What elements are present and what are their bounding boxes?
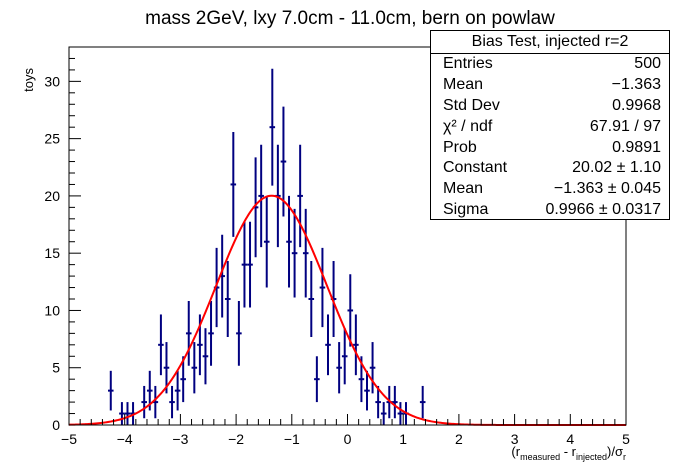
x-axis-label: (rmeasured - rinjected)/σr xyxy=(511,444,626,462)
x-tick-label: 0 xyxy=(344,431,352,447)
y-tick-label: 15 xyxy=(44,245,60,261)
data-point xyxy=(247,221,253,308)
data-point xyxy=(347,274,354,347)
data-point xyxy=(185,300,192,366)
stat-label: Sigma xyxy=(443,201,489,219)
stats-row-mean: Mean −1.363 xyxy=(431,75,669,96)
data-point xyxy=(107,370,114,411)
data-point xyxy=(241,221,248,308)
y-axis-label: toys xyxy=(21,68,36,92)
x-tick-label: −1 xyxy=(284,431,300,447)
y-tick-label: 20 xyxy=(44,188,60,204)
stat-value: −1.363 ± 0.045 xyxy=(553,180,661,198)
x-tick-label: −5 xyxy=(61,431,77,447)
data-point xyxy=(191,342,198,394)
data-point xyxy=(258,144,264,248)
data-point xyxy=(341,328,348,385)
data-point xyxy=(353,314,359,376)
data-point xyxy=(319,247,326,328)
stat-value: 0.9966 ± 0.0317 xyxy=(545,201,661,219)
data-point xyxy=(269,68,276,186)
data-point xyxy=(392,385,398,419)
stats-row-prob: Prob 0.9891 xyxy=(431,138,669,159)
data-point xyxy=(291,208,298,298)
stat-value: 500 xyxy=(634,55,661,72)
stats-title: Bias Test, injected r=2 xyxy=(431,31,669,54)
data-point xyxy=(180,356,186,403)
stat-label: Constant xyxy=(443,159,508,177)
data-point xyxy=(208,300,214,366)
data-point xyxy=(336,342,342,394)
stat-value: −1.363 xyxy=(611,75,661,93)
stats-row-std-dev: Std Dev 0.9968 xyxy=(431,96,669,117)
data-point xyxy=(158,314,164,376)
x-tick-label: 4 xyxy=(566,431,574,447)
data-point xyxy=(286,195,292,288)
y-tick-label: 25 xyxy=(44,131,60,147)
stat-value: 0.9968 xyxy=(612,96,661,114)
data-point xyxy=(314,356,320,403)
data-point xyxy=(202,328,209,385)
stat-label: χ² / ndf xyxy=(443,117,493,135)
data-point xyxy=(308,260,315,338)
chart-title: mass 2GeV, lxy 7.0cm - 11.0cm, bern on p… xyxy=(145,8,555,29)
data-layer xyxy=(107,68,426,425)
x-axis: −5 −4 −3 −2 −1 0 1 2 3 4 5 xyxy=(61,414,630,447)
data-point xyxy=(174,370,181,411)
stat-label: Mean xyxy=(443,75,484,93)
data-point xyxy=(325,314,331,376)
data-point xyxy=(297,144,303,248)
stat-value: 67.91 / 97 xyxy=(589,117,661,135)
y-tick-label: 0 xyxy=(52,417,60,433)
data-point xyxy=(119,402,125,425)
data-point xyxy=(375,385,381,419)
data-point xyxy=(364,370,370,411)
data-point xyxy=(397,402,404,425)
data-point xyxy=(141,385,147,419)
stats-row-fit-mean: Mean −1.363 ± 0.045 xyxy=(431,179,669,200)
stat-value: 20.02 ± 1.10 xyxy=(572,159,661,177)
stat-label: Std Dev xyxy=(443,96,500,114)
stat-label: Prob xyxy=(443,138,477,156)
stats-row-constant: Constant 20.02 ± 1.10 xyxy=(431,158,669,179)
data-point xyxy=(230,131,237,237)
stats-row-sigma: Sigma 0.9966 ± 0.0317 xyxy=(431,200,669,221)
stats-box: Bias Test, injected r=2 Entries 500 Mean −… xyxy=(430,30,670,220)
stats-row-chi2: χ² / ndf 67.91 / 97 xyxy=(431,117,669,138)
x-tick-label: 1 xyxy=(399,431,407,447)
y-tick-label: 30 xyxy=(44,73,60,89)
data-point xyxy=(369,342,376,394)
data-point xyxy=(169,385,175,419)
x-tick-label: 2 xyxy=(455,431,463,447)
stat-value: 0.9891 xyxy=(612,138,661,156)
data-point xyxy=(419,385,426,419)
x-tick-label: −3 xyxy=(172,431,188,447)
y-tick-label: 10 xyxy=(44,302,60,318)
stats-row-entries: Entries 500 xyxy=(431,54,669,75)
x-tick-label: 5 xyxy=(622,431,630,447)
x-tick-label: 3 xyxy=(511,431,519,447)
data-point xyxy=(236,300,242,366)
data-point xyxy=(163,342,170,394)
x-tick-label: −4 xyxy=(117,431,133,447)
x-tick-label: −2 xyxy=(228,431,244,447)
stat-label: Entries xyxy=(443,55,493,72)
data-point xyxy=(263,195,270,288)
data-point xyxy=(280,106,287,217)
stat-label: Mean xyxy=(443,180,484,198)
y-tick-label: 5 xyxy=(52,360,60,376)
data-point xyxy=(380,402,387,425)
data-point xyxy=(302,208,309,298)
data-point xyxy=(124,402,131,425)
y-axis: 0 5 10 15 20 25 30 xyxy=(44,46,81,433)
data-point xyxy=(224,260,231,338)
